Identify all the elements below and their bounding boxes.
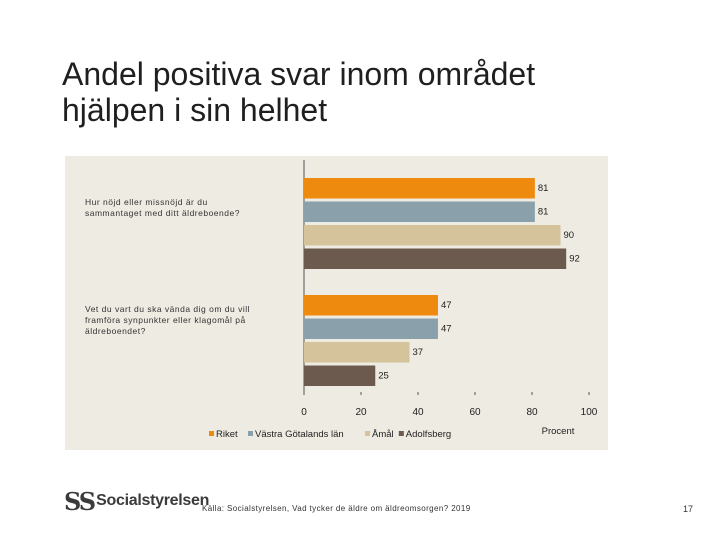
socialstyrelsen-logo: SS Socialstyrelsen [64,486,209,516]
x-tick-label: 40 [412,407,424,418]
bar-adolfsberg [304,365,376,386]
logo-text: Socialstyrelsen [96,492,210,509]
data-label: 47 [441,324,452,335]
data-label: 90 [564,230,575,241]
bar-riket [304,295,438,316]
data-label: 81 [538,207,549,218]
data-label: 37 [412,347,423,358]
bar-västra-götalands-län [304,318,438,339]
x-axis-title: Procent [542,426,575,437]
title-line-2: hjälpen i sin helhet [62,92,328,128]
data-label: 25 [378,371,389,382]
legend-swatch [398,431,404,436]
data-label: 92 [569,254,580,265]
legend-swatch [365,431,370,436]
title-line-1: Andel positiva svar inom området [62,56,536,92]
x-tick-label: 100 [581,407,598,418]
category-label: Hur nöjd eller missnöjd är du sammantaget… [85,197,240,218]
legend-label: Riket [216,429,238,440]
legend-swatch [209,431,214,436]
bar-åmål [304,225,561,246]
x-tick-label: 80 [526,407,538,418]
slide-title: Andel positiva svar inom området hjälpen… [62,56,682,128]
x-tick-label: 0 [301,407,307,418]
data-label: 81 [538,183,549,194]
page-number: 17 [683,504,694,514]
bar-riket [304,178,535,199]
source-note: Källa: Socialstyrelsen, Vad tycker de äl… [202,504,471,513]
bar-åmål [304,342,410,363]
bar-västra-götalands-län [304,201,535,222]
legend-label: Åmål [372,429,394,440]
data-label: 47 [441,300,452,311]
legend-label: Adolfsberg [406,429,451,440]
bar-adolfsberg [304,248,567,269]
legend-swatch [248,431,253,436]
x-tick-label: 20 [355,407,367,418]
logo-mark-icon: SS [64,486,96,516]
x-tick-label: 60 [469,407,481,418]
category-label: Vet du vart du ska vända dig om du vill f… [85,304,250,336]
legend-label: Västra Götalands län [255,429,344,440]
chart-panel: Hur nöjd eller missnöjd är du sammantaget… [65,156,608,450]
bar-chart: Hur nöjd eller missnöjd är du sammantaget… [85,160,598,440]
